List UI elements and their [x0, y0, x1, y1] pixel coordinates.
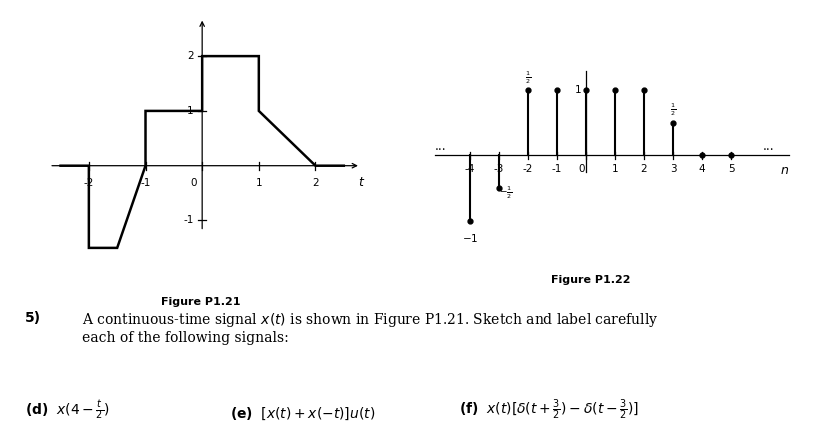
Text: 4: 4 [698, 164, 704, 174]
Text: A continuous-time signal $x(t)$ is shown in Figure P1.21. Sketch and label caref: A continuous-time signal $x(t)$ is shown… [82, 311, 658, 345]
Text: Figure P1.21: Figure P1.21 [161, 297, 240, 308]
Text: $-\frac{1}{2}$: $-\frac{1}{2}$ [498, 185, 512, 201]
Text: -1: -1 [140, 178, 151, 188]
Text: n: n [780, 164, 787, 177]
Text: -1: -1 [551, 164, 562, 174]
Text: 2: 2 [187, 51, 193, 61]
Text: ...: ... [762, 140, 774, 154]
Text: 0: 0 [577, 164, 584, 174]
Text: 1: 1 [611, 164, 618, 174]
Text: 0: 0 [190, 178, 197, 188]
Text: 1: 1 [574, 85, 581, 95]
Text: $-1$: $-1$ [461, 232, 477, 244]
Text: t: t [358, 175, 362, 189]
Text: 2: 2 [312, 178, 319, 188]
Text: 3: 3 [669, 164, 676, 174]
Text: 1: 1 [187, 106, 193, 116]
Text: $\mathbf{(d)}$  $x(4-\frac{t}{2})$: $\mathbf{(d)}$ $x(4-\frac{t}{2})$ [25, 398, 110, 422]
Text: 1: 1 [256, 178, 262, 188]
Text: 5: 5 [726, 164, 734, 174]
Text: -4: -4 [464, 164, 474, 174]
Text: -2: -2 [84, 178, 94, 188]
Text: -3: -3 [493, 164, 504, 174]
Text: $\frac{1}{2}$: $\frac{1}{2}$ [669, 102, 675, 118]
Text: $\frac{1}{2}$: $\frac{1}{2}$ [524, 69, 531, 86]
Text: ...: ... [435, 140, 446, 154]
Text: 2: 2 [640, 164, 646, 174]
Text: $\mathbf{(f)}$  $x(t)[\delta(t+\frac{3}{2})-\delta(t-\frac{3}{2})]$: $\mathbf{(f)}$ $x(t)[\delta(t+\frac{3}{2… [459, 397, 639, 422]
Text: 5): 5) [25, 311, 41, 325]
Text: $\mathbf{(e)}$  $[x(t)+x(-t)]u(t)$: $\mathbf{(e)}$ $[x(t)+x(-t)]u(t)$ [229, 405, 374, 422]
Text: -2: -2 [523, 164, 532, 174]
Text: Figure P1.22: Figure P1.22 [550, 275, 629, 285]
Text: -1: -1 [183, 215, 193, 226]
